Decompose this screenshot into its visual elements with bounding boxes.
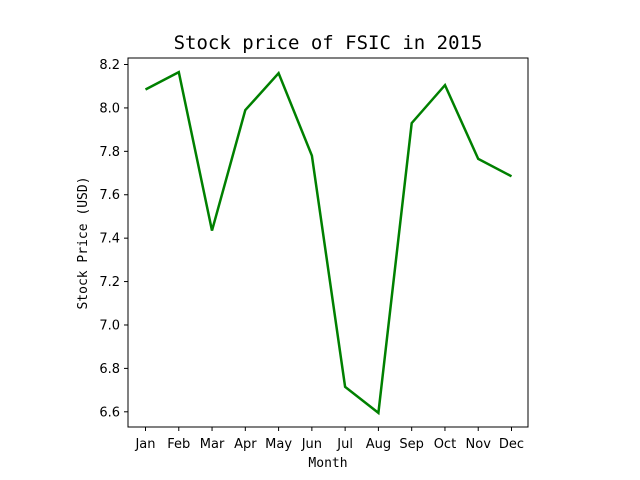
y-tick-label: 7.8 xyxy=(99,145,120,160)
x-tick-label: Sep xyxy=(399,437,424,452)
x-tick-label: Mar xyxy=(200,437,225,452)
x-tick-label: Oct xyxy=(434,437,456,452)
y-tick-label: 7.4 xyxy=(99,232,120,247)
y-tick-label: 8.2 xyxy=(99,58,120,73)
x-tick-label: May xyxy=(265,437,292,452)
x-axis-label: Month xyxy=(308,456,347,471)
y-tick-label: 7.0 xyxy=(99,318,120,333)
y-axis-label: Stock Price (USD) xyxy=(76,176,91,309)
y-tick-label: 8.0 xyxy=(99,101,120,116)
x-tick-label: Aug xyxy=(366,437,391,452)
chart-title: Stock price of FSIC in 2015 xyxy=(174,32,483,54)
y-tick-label: 7.2 xyxy=(99,275,120,290)
plot-area xyxy=(127,57,529,428)
plot-border xyxy=(127,57,529,428)
x-tick-label: Apr xyxy=(234,437,257,452)
x-tick-label: Jul xyxy=(336,437,353,452)
y-tick-label: 6.8 xyxy=(99,362,120,377)
x-tick-label: Jun xyxy=(301,437,322,452)
x-tick-label: Feb xyxy=(167,437,190,452)
x-tick-label: Jan xyxy=(134,437,155,452)
y-tick-label: 7.6 xyxy=(99,188,120,203)
y-axis: 6.6 6.8 7.0 7.2 7.4 7.6 7.8 8.0 8.2 xyxy=(99,58,128,420)
series-line xyxy=(144,70,513,416)
x-tick-label: Dec xyxy=(499,437,524,452)
x-tick-label: Nov xyxy=(466,437,492,452)
series-layer xyxy=(144,70,513,416)
x-axis: Jan Feb Mar Apr May Jun Jul Aug Sep Oct Nov Dec xyxy=(134,427,524,452)
y-tick-label: 6.6 xyxy=(99,405,120,420)
